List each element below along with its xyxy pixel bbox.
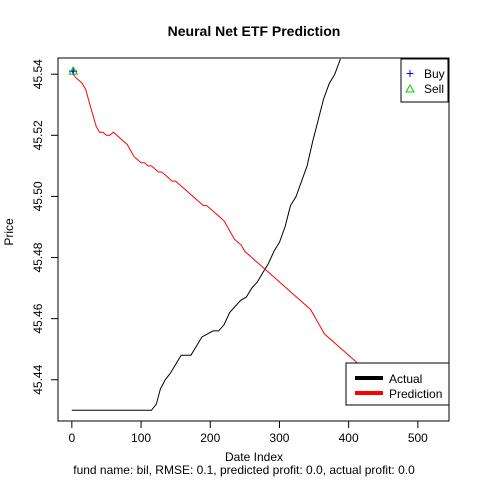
y-tick-label: 45.44 (31, 364, 45, 394)
x-tick-label: 400 (339, 431, 359, 445)
y-tick-label: 45.46 (31, 303, 45, 333)
legend-sell-label: Sell (424, 82, 444, 96)
y-tick-label: 45.48 (31, 242, 45, 272)
legend-prediction-label: Prediction (389, 387, 442, 401)
x-tick-label: 0 (68, 431, 75, 445)
y-tick-label: 45.52 (31, 120, 45, 150)
legend-buy-sell: + Buy Sell (401, 59, 448, 102)
legend-buy-label: Buy (424, 67, 445, 81)
y-tick-label: 45.50 (31, 181, 45, 211)
x-tick-label: 500 (408, 431, 428, 445)
chart-caption: fund name: bil, RMSE: 0.1, predicted pro… (73, 463, 415, 477)
y-axis-title: Price (2, 218, 16, 246)
legend-buy-symbol: + (406, 65, 414, 81)
chart-title: Neural Net ETF Prediction (168, 23, 341, 39)
x-tick-label: 200 (200, 431, 220, 445)
y-tick-label: 45.54 (31, 59, 45, 89)
x-tick-label: 300 (269, 431, 289, 445)
legend-series: Actual Prediction (346, 363, 449, 405)
x-axis-title: Date Index (225, 450, 283, 464)
legend-actual-label: Actual (389, 372, 422, 386)
x-tick-label: 100 (131, 431, 151, 445)
